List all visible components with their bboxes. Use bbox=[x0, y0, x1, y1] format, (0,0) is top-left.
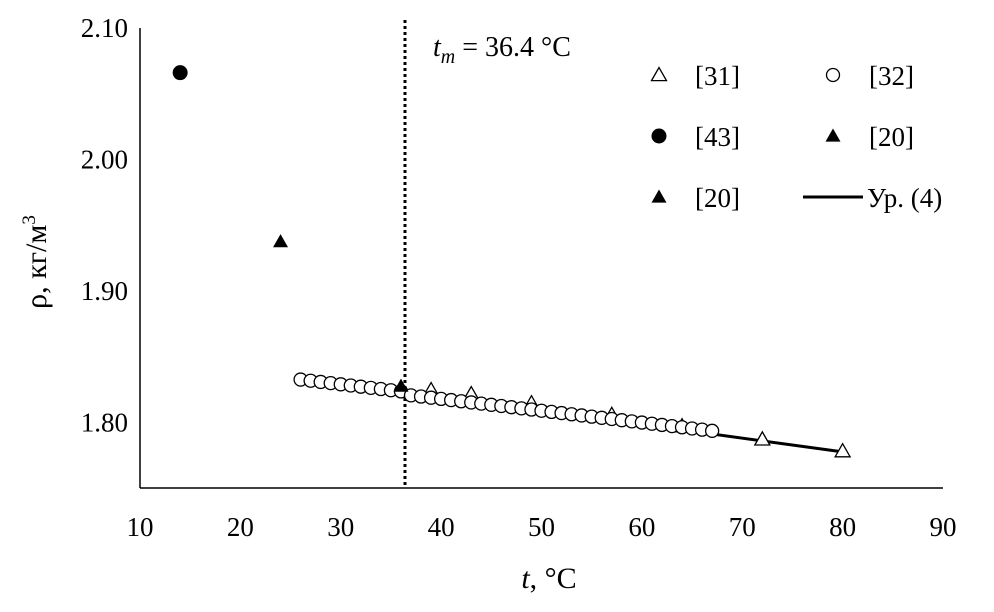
series bbox=[172, 65, 852, 458]
data-point bbox=[753, 430, 771, 446]
legend-label: [31] bbox=[695, 61, 740, 91]
legend-item: [31] bbox=[650, 61, 740, 91]
series-4 bbox=[393, 378, 409, 392]
x-tick-labels: 10 20 30 40 50 60 70 80 90 bbox=[127, 512, 957, 542]
data-point bbox=[704, 423, 720, 438]
tm-value: = 36.4 °C bbox=[455, 32, 571, 63]
legend-marker bbox=[650, 66, 668, 82]
y-axis-title: ρ, кг/м3 bbox=[19, 215, 53, 309]
legend: [31] [32] [43] [20] [20] Ур. (4) bbox=[650, 61, 942, 213]
legend-item: [20] bbox=[825, 122, 914, 152]
y-tick-label: 1.80 bbox=[81, 407, 128, 437]
x-tick-label: 40 bbox=[428, 512, 455, 542]
legend-label: [20] bbox=[869, 122, 914, 152]
x-tick-label: 90 bbox=[930, 512, 957, 542]
legend-item: [43] bbox=[651, 122, 740, 152]
legend-label: [20] bbox=[695, 183, 740, 213]
legend-marker bbox=[651, 189, 667, 203]
legend-label: [32] bbox=[869, 61, 914, 91]
y-tick-label: 2.10 bbox=[81, 13, 128, 43]
series-2 bbox=[172, 65, 188, 81]
x-tick-label: 60 bbox=[628, 512, 655, 542]
legend-label: [43] bbox=[695, 122, 740, 152]
x-axis-title: t, °C bbox=[521, 562, 576, 595]
x-tick-label: 30 bbox=[327, 512, 354, 542]
data-point bbox=[393, 378, 409, 392]
legend-marker bbox=[825, 67, 841, 83]
data-point bbox=[172, 65, 188, 81]
legend-item: Ур. (4) bbox=[803, 183, 942, 213]
annotation: tm = 36.4 °C bbox=[403, 20, 571, 488]
tm-var: t bbox=[433, 32, 442, 63]
x-axis-title-var: t bbox=[521, 562, 530, 595]
legend-marker bbox=[825, 128, 841, 142]
tm-subscript: m bbox=[441, 46, 455, 68]
series-3 bbox=[273, 234, 289, 248]
legend-item: [20] bbox=[651, 183, 740, 213]
x-tick-label: 20 bbox=[227, 512, 254, 542]
legend-label: Ур. (4) bbox=[867, 183, 942, 213]
x-axis-title-unit: , °C bbox=[530, 562, 577, 595]
x-tick-label: 10 bbox=[127, 512, 154, 542]
legend-item: [32] bbox=[825, 61, 914, 91]
data-point bbox=[834, 442, 852, 458]
y-axis-title-text: ρ, кг/м bbox=[20, 225, 53, 309]
y-tick-label: 1.90 bbox=[81, 276, 128, 306]
axes bbox=[139, 28, 943, 489]
x-tick-label: 50 bbox=[528, 512, 555, 542]
legend-marker bbox=[651, 128, 667, 144]
series-1 bbox=[293, 372, 720, 438]
x-tick-label: 80 bbox=[829, 512, 856, 542]
data-point bbox=[273, 234, 289, 248]
x-tick-label: 70 bbox=[729, 512, 756, 542]
y-axis-title-superscript: 3 bbox=[19, 215, 40, 225]
y-tick-label: 2.00 bbox=[81, 144, 128, 174]
tm-annotation-label: tm = 36.4 °C bbox=[433, 32, 571, 68]
y-tick-labels: 1.80 1.90 2.00 2.10 bbox=[81, 13, 128, 437]
